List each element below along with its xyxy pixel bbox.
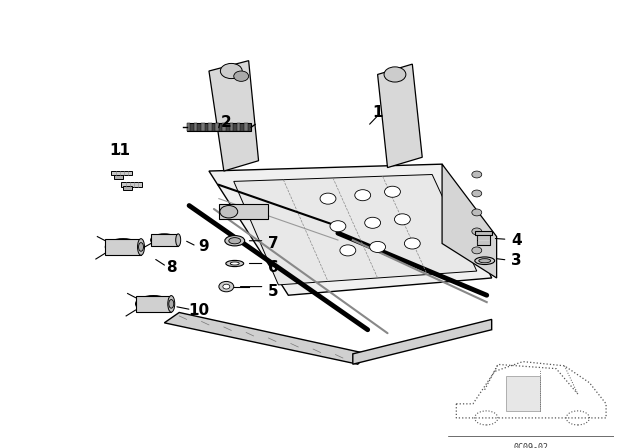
Circle shape	[472, 171, 482, 178]
Bar	[121, 182, 141, 186]
Ellipse shape	[150, 234, 178, 246]
Polygon shape	[164, 313, 367, 364]
Ellipse shape	[475, 257, 495, 264]
Bar	[106, 239, 141, 255]
Circle shape	[223, 284, 230, 289]
Circle shape	[404, 238, 420, 249]
Bar	[215, 124, 219, 131]
Text: 6: 6	[268, 260, 279, 275]
Bar	[506, 376, 540, 411]
Bar	[230, 124, 233, 131]
Circle shape	[220, 206, 237, 218]
Circle shape	[234, 71, 249, 82]
Bar	[187, 124, 190, 131]
Circle shape	[472, 247, 482, 254]
Ellipse shape	[229, 237, 241, 244]
Circle shape	[472, 228, 482, 235]
Bar	[201, 124, 205, 131]
Circle shape	[355, 190, 371, 201]
Polygon shape	[442, 164, 497, 278]
Circle shape	[320, 193, 336, 204]
Circle shape	[220, 64, 242, 78]
Polygon shape	[234, 174, 477, 285]
Text: 11: 11	[109, 143, 130, 158]
Circle shape	[472, 209, 482, 216]
Bar	[187, 124, 251, 131]
Bar	[123, 186, 132, 190]
Ellipse shape	[225, 236, 244, 246]
Ellipse shape	[230, 262, 239, 265]
Text: 9: 9	[198, 239, 209, 254]
Circle shape	[365, 217, 381, 228]
Circle shape	[370, 241, 385, 253]
Circle shape	[340, 245, 356, 256]
Bar	[475, 231, 492, 235]
Text: 4: 4	[511, 233, 522, 248]
Ellipse shape	[138, 239, 145, 255]
Bar	[244, 124, 248, 131]
Bar	[219, 204, 269, 220]
Text: 10: 10	[188, 303, 210, 318]
Circle shape	[219, 281, 234, 292]
Circle shape	[385, 186, 401, 197]
Bar	[194, 124, 197, 131]
Ellipse shape	[138, 243, 143, 251]
Ellipse shape	[168, 296, 175, 312]
Circle shape	[394, 214, 410, 225]
Text: 0C09-02: 0C09-02	[514, 443, 548, 448]
Bar	[111, 171, 132, 175]
Bar	[237, 124, 241, 131]
Bar	[208, 124, 212, 131]
Text: 3: 3	[511, 253, 522, 268]
Bar	[223, 124, 226, 131]
Polygon shape	[209, 60, 259, 171]
Text: 1: 1	[372, 105, 383, 120]
Polygon shape	[353, 319, 492, 364]
Ellipse shape	[479, 258, 491, 263]
Text: 5: 5	[268, 284, 279, 299]
Bar	[114, 175, 123, 179]
Text: 7: 7	[268, 236, 279, 251]
Circle shape	[330, 221, 346, 232]
Ellipse shape	[136, 296, 172, 312]
Ellipse shape	[169, 300, 173, 308]
Text: 8: 8	[166, 260, 177, 275]
Polygon shape	[378, 64, 422, 168]
Bar	[136, 296, 172, 312]
Ellipse shape	[226, 260, 244, 267]
Circle shape	[384, 67, 406, 82]
Ellipse shape	[176, 234, 180, 246]
Bar	[477, 232, 490, 245]
Circle shape	[472, 190, 482, 197]
Text: 2: 2	[221, 115, 232, 130]
Bar	[151, 234, 178, 246]
Ellipse shape	[106, 239, 141, 255]
Polygon shape	[209, 164, 492, 295]
